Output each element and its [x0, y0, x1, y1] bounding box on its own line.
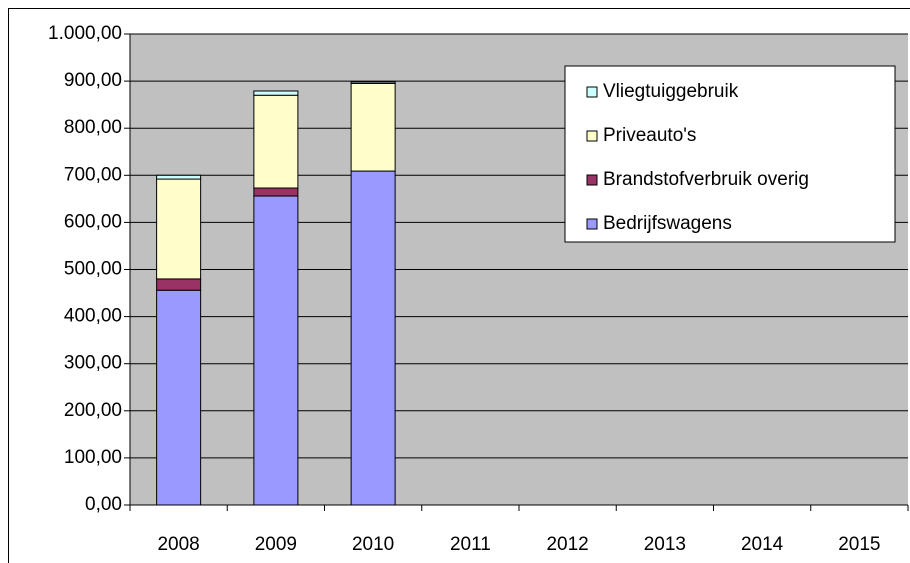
legend-swatch	[586, 174, 598, 186]
y-tick-label: 100,00	[64, 447, 122, 468]
legend-label: Priveauto's	[603, 125, 696, 146]
x-tick-label: 2009	[255, 534, 297, 555]
y-tick-label: 700,00	[64, 164, 122, 185]
bar-segment	[156, 278, 202, 291]
bar-segment	[350, 82, 396, 172]
bar-segment	[156, 174, 202, 180]
y-tick-label: 1.000,00	[48, 23, 122, 44]
y-tick-label: 400,00	[64, 306, 122, 327]
bar-segment	[350, 81, 396, 84]
legend-label: Brandstofverbruik overig	[603, 169, 809, 190]
y-tick-label: 500,00	[64, 259, 122, 280]
x-tick-label: 2015	[838, 534, 880, 555]
y-tick-label: 200,00	[64, 400, 122, 421]
legend-swatch	[586, 86, 598, 98]
y-tick-label: 600,00	[64, 211, 122, 232]
y-tick-label: 800,00	[64, 117, 122, 138]
legend-swatch	[586, 130, 598, 142]
legend-label: Vliegtuiggebruik	[603, 81, 739, 102]
legend-box	[564, 65, 896, 243]
y-tick-label: 900,00	[64, 70, 122, 91]
bar-segment	[350, 170, 396, 506]
y-tick-label: 0,00	[85, 494, 122, 515]
x-tick-label: 2011	[450, 534, 491, 555]
bar-segment	[156, 178, 202, 280]
bar-segment	[253, 187, 299, 197]
bar-segment	[253, 195, 299, 506]
bar-segment	[156, 289, 202, 506]
x-tick-label: 2008	[157, 534, 199, 555]
legend-swatch	[586, 218, 598, 230]
y-tick-label: 300,00	[64, 353, 122, 374]
x-tick-label: 2013	[644, 534, 686, 555]
bar-segment	[253, 94, 299, 189]
x-tick-label: 2012	[546, 534, 588, 555]
bar-segment	[253, 90, 299, 96]
legend-label: Bedrijfswagens	[603, 213, 732, 234]
x-tick-label: 2010	[352, 534, 394, 555]
x-tick-label: 2014	[741, 534, 784, 555]
